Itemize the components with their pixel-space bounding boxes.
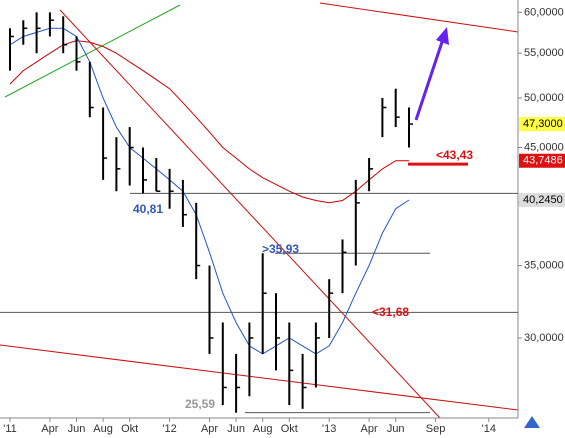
y-tick-label: 55,0000 (524, 47, 564, 59)
x-tick-label: Jun (387, 423, 405, 435)
channel-line (0, 344, 519, 411)
x-tick-label: Sep (426, 423, 446, 435)
x-tick-label: '11 (3, 423, 17, 435)
x-tick-label: Apr (41, 423, 58, 435)
value-tag (519, 153, 565, 168)
x-tick-label: Apr (201, 423, 218, 435)
value-tag-label: 43,7486 (523, 155, 563, 167)
arrow-head (436, 27, 449, 45)
channel-line (319, 2, 519, 33)
y-tick-label: 35,0000 (524, 259, 564, 271)
arrow (414, 35, 446, 121)
level-label: <31,68 (372, 305, 409, 319)
x-tick-label: Okt (281, 423, 298, 435)
x-tick-label: '13 (322, 423, 336, 435)
icon (524, 416, 540, 428)
y-tick-label: 50,0000 (524, 92, 564, 104)
x-tick-label: '14 (482, 423, 496, 435)
x-tick-label: Apr (361, 423, 378, 435)
value-tag-label: 40,2450 (523, 194, 563, 206)
value-tag (519, 117, 565, 132)
x-tick-label: Okt (121, 423, 138, 435)
level-label: 25,59 (185, 397, 215, 411)
trend-line (59, 9, 441, 419)
x-tick-label: '12 (162, 423, 176, 435)
y-tick-label: 60,0000 (524, 6, 564, 18)
x-tick-label: Jun (68, 423, 86, 435)
trend-line (4, 4, 181, 98)
x-tick-label: Jun (227, 423, 245, 435)
value-tag (519, 192, 565, 207)
level-label: 40,81 (133, 202, 163, 216)
y-tick-label: 45,0000 (524, 141, 564, 153)
level-label: <43,43 (436, 148, 473, 162)
x-tick-label: Aug (253, 423, 273, 435)
level-label: >35,93 (262, 242, 299, 256)
y-tick-label: 30,0000 (524, 332, 564, 344)
value-tag-label: 47,3000 (523, 118, 563, 130)
x-tick-label: Aug (93, 423, 113, 435)
